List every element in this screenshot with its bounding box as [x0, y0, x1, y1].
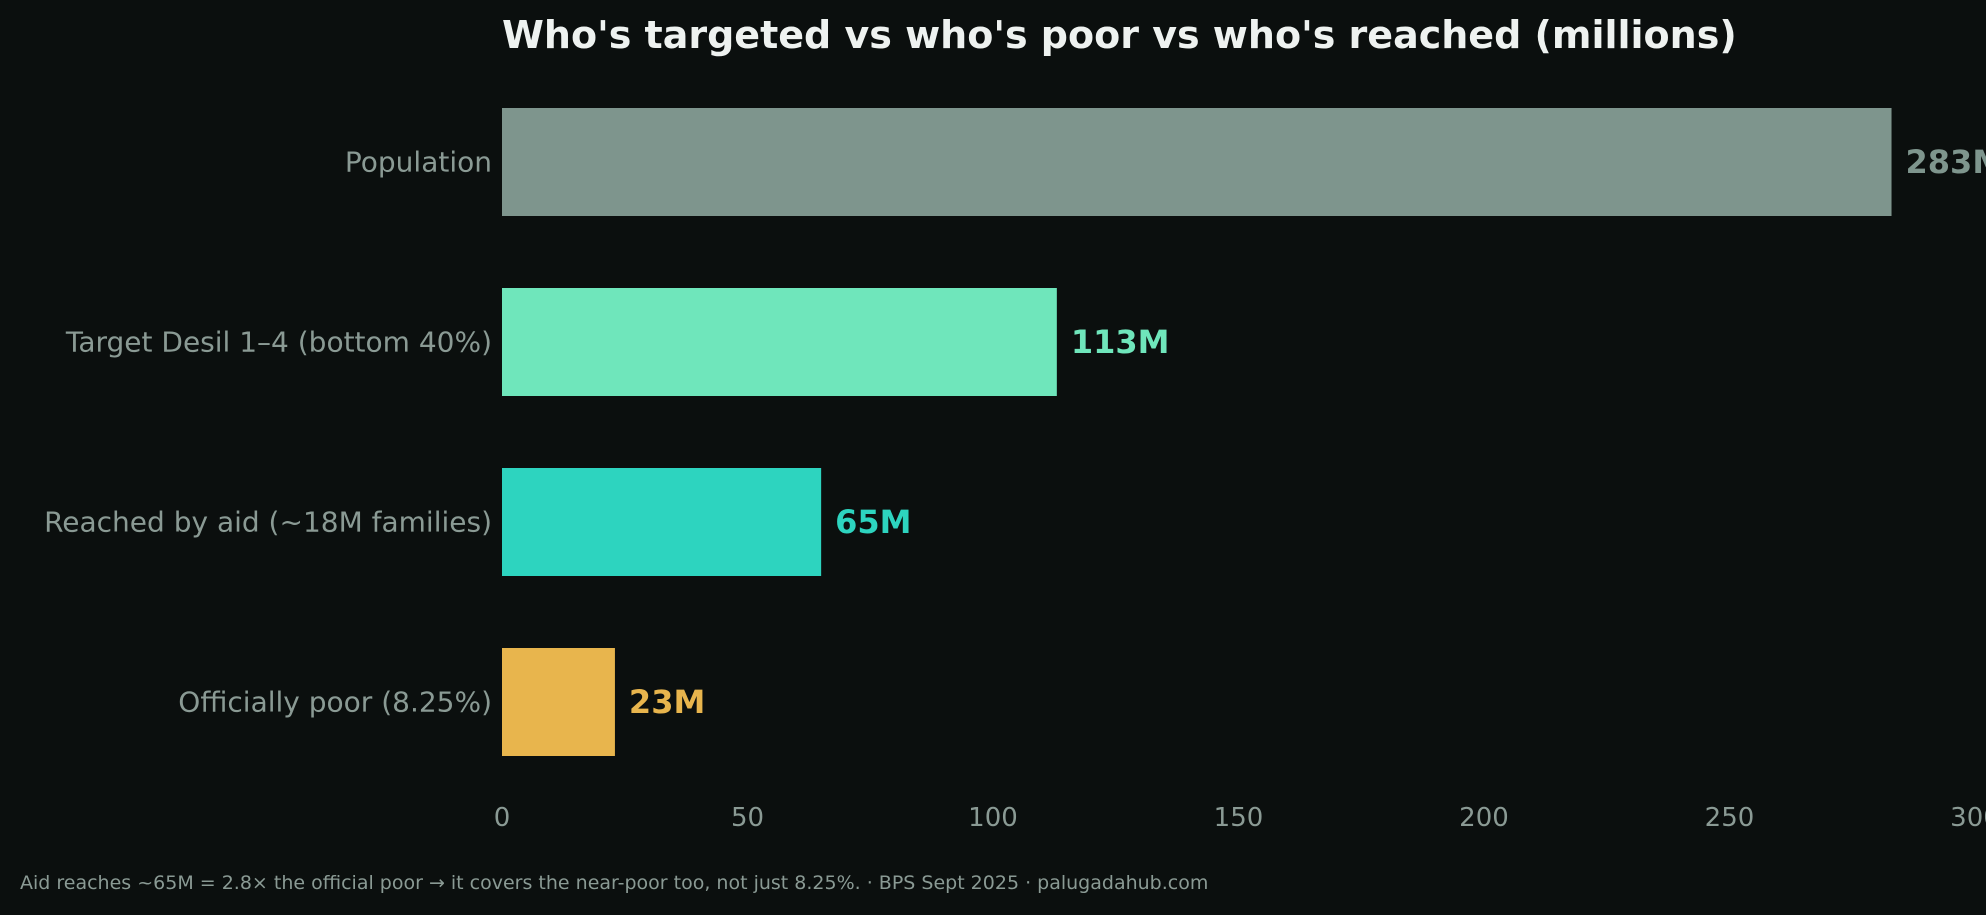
bar-group: Officially poor (8.25%) 23M [178, 648, 705, 756]
data-label: 23M [629, 683, 705, 721]
x-tick-label: 200 [1459, 803, 1509, 833]
x-tick-label: 50 [731, 803, 764, 833]
x-tick-label: 250 [1705, 803, 1755, 833]
data-label: 65M [835, 503, 911, 541]
bar [502, 108, 1892, 216]
bar-group: Population 283M [345, 108, 1986, 216]
bar [502, 288, 1057, 396]
chart-title: Who's targeted vs who's poor vs who's re… [502, 13, 1737, 57]
data-label: 283M [1906, 143, 1986, 181]
bar [502, 648, 615, 756]
x-tick-label: 300 [1950, 803, 1986, 833]
footer-note: Aid reaches ~65M = 2.8× the official poo… [20, 872, 1209, 894]
bar-group: Target Desil 1–4 (bottom 40%) 113M [65, 288, 1170, 396]
category-label: Officially poor (8.25%) [178, 686, 492, 719]
bar [502, 468, 822, 576]
x-tick-label: 100 [968, 803, 1018, 833]
category-label: Population [345, 146, 492, 179]
category-label: Reached by aid (~18M families) [44, 506, 492, 539]
x-tick-label: 0 [494, 803, 511, 833]
bar-group: Reached by aid (~18M families) 65M [44, 468, 912, 576]
data-label: 113M [1071, 323, 1170, 361]
bars-layer: Population 283M Target Desil 1–4 (bottom 4… [44, 108, 1986, 756]
category-label: Target Desil 1–4 (bottom 40%) [65, 326, 492, 359]
x-axis: 0 50 100 150 200 250 300 [494, 803, 1986, 833]
x-tick-label: 150 [1214, 803, 1264, 833]
